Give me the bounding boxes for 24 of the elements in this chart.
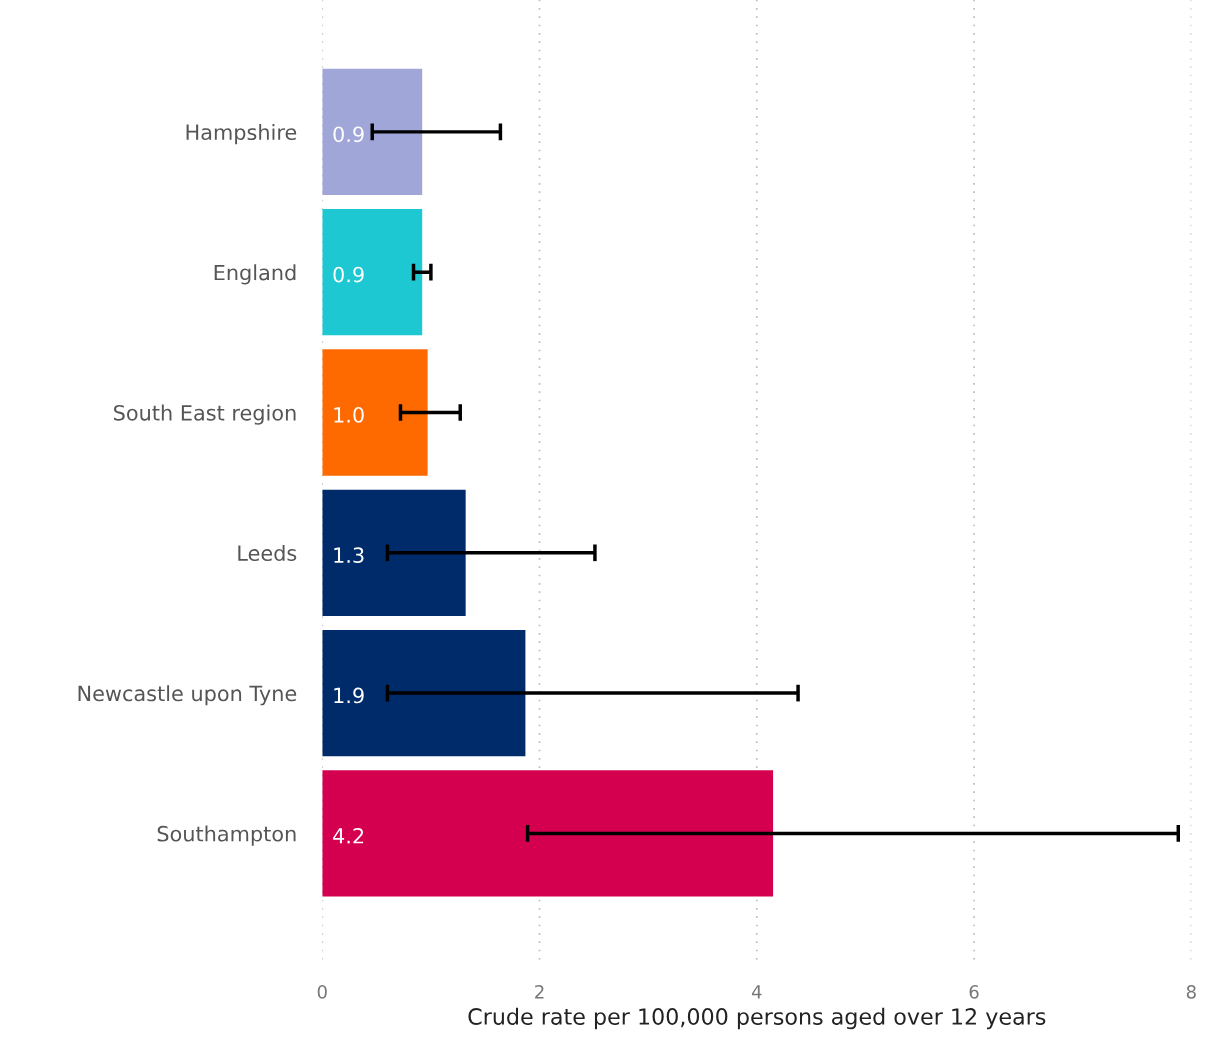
x-axis-title: Crude rate per 100,000 persons aged over 12 years <box>468 1007 1046 1030</box>
x-tick-label: 6 <box>969 985 979 999</box>
bar <box>322 629 526 757</box>
data-label: 1.3 <box>334 547 364 564</box>
y-tick-label: Hampshire <box>186 123 297 145</box>
y-tick-label: England <box>214 264 296 285</box>
y-tick-label: Southampton <box>157 825 296 846</box>
data-label: 1.0 <box>334 406 364 423</box>
bar <box>322 489 466 616</box>
x-tick-label: 2 <box>535 985 544 999</box>
bar <box>322 770 774 897</box>
data-label: 0.9 <box>333 266 364 283</box>
y-tick-label: Newcastle upon Tyne <box>78 685 297 706</box>
x-tick-label: 8 <box>1186 985 1196 999</box>
bar <box>322 349 428 476</box>
bar <box>322 209 423 336</box>
data-label: 1.9 <box>334 687 364 704</box>
y-tick-label: South East region <box>114 404 296 425</box>
data-label: 0.9 <box>333 126 364 143</box>
x-tick-label: 0 <box>317 985 327 999</box>
x-tick-label: 4 <box>751 985 762 999</box>
bar <box>322 68 423 196</box>
y-tick-label: Leeds <box>238 544 297 562</box>
data-label: 4.2 <box>333 827 364 844</box>
